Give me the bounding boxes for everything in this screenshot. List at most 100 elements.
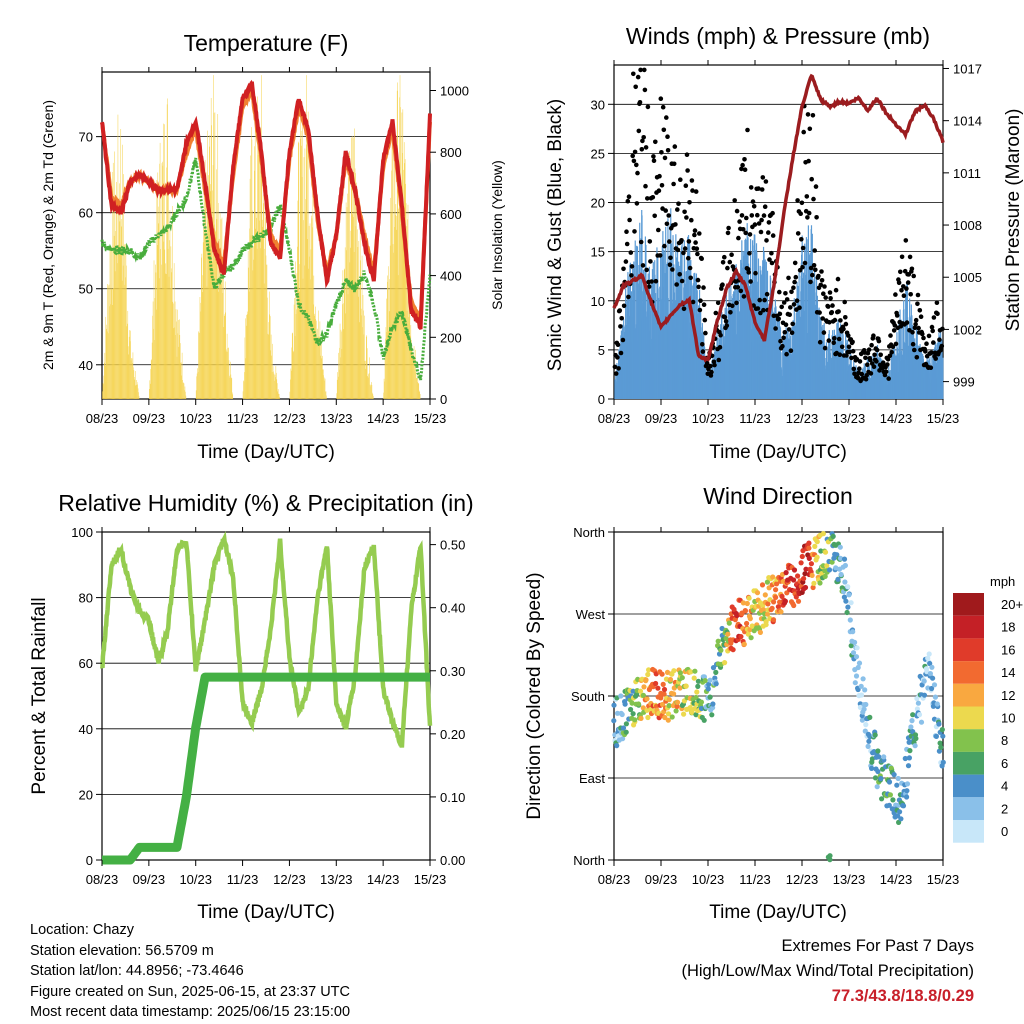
gust-point [842,299,847,305]
gust-point [769,250,774,256]
gust-point [708,363,713,369]
x-tick-label: 10/23 [692,411,725,426]
direction-point [698,705,705,712]
winds-ylabel-left: Sonic Wind & Gust (Blue, Black) [545,99,566,371]
y-tick-label: 5 [598,343,605,358]
direction-point [622,701,628,707]
direction-point [775,604,782,610]
gust-point [740,162,745,168]
gust-point [664,115,669,120]
direction-point [763,619,769,625]
direction-point [701,717,707,723]
direction-point [936,721,942,727]
gust-point [795,231,801,236]
gust-point [620,337,626,343]
gust-point [699,256,704,262]
gust-point [880,360,886,366]
gust-point [688,275,693,281]
direction-point [848,643,854,649]
x-tick-label: 11/23 [739,411,771,426]
gust-point [716,357,722,363]
direction-point [940,733,946,739]
gust-point [788,348,794,354]
gust-point [850,339,855,345]
direction-point [865,743,871,750]
direction-point [837,544,843,550]
direction-point [692,668,698,674]
x-tick-label: 08/23 [86,872,119,887]
legend-label: 2 [1001,801,1008,816]
direction-point [773,594,779,601]
humidity-gridlines [102,531,430,861]
gust-point [634,162,639,168]
direction-point [800,548,806,554]
gust-point [764,238,769,243]
y-tick-label: 40 [79,358,93,373]
direction-point [671,691,677,697]
direction-point [932,694,939,700]
station-info: Location: Chazy Station elevation: 56.57… [30,920,350,1023]
direction-point [867,714,873,721]
gust-point [933,356,938,361]
direction-point [718,647,724,653]
gust-point [616,366,621,371]
gust-point [678,177,683,182]
gust-point [741,294,747,299]
gust-point [667,239,672,244]
gust-point [908,292,913,297]
gust-point [799,237,804,242]
gust-point [770,233,776,238]
gust-point [843,315,848,320]
gust-point [625,198,631,204]
direction-point [806,555,812,562]
direction-point [912,743,918,749]
direction-point [809,572,815,579]
direction-point [640,705,646,711]
temperature-xlabel: Time (Day/UTC) [197,442,335,463]
x-tick-label: 08/23 [598,872,631,887]
direction-point [940,759,946,766]
direction-point [666,697,672,703]
gust-point [913,322,918,327]
direction-point [888,765,894,771]
gust-point [700,349,706,354]
gust-point [831,340,836,346]
gust-point [863,376,869,382]
gust-point [626,294,631,300]
direction-point [791,602,797,609]
gust-point [819,269,824,274]
direction-xlabel: Time (Day/UTC) [709,902,847,923]
y2-tick-label: 1000 [440,84,469,99]
gust-point [672,144,678,149]
gust-point [788,305,793,310]
legend-swatch [953,706,984,730]
gust-point [809,176,814,182]
x-tick-label: 09/23 [133,872,166,887]
gust-point [621,303,627,309]
direction-point [765,601,771,607]
gust-point [663,208,668,213]
direction-point [874,784,880,790]
direction-point [795,598,802,604]
direction-point [862,687,868,693]
direction-point [741,641,747,647]
y2-tick-label: 0.30 [440,664,465,679]
legend-label: 12 [1001,688,1015,703]
gust-point [626,194,632,199]
elevation-text: Station elevation: 56.5709 m [30,942,214,959]
gust-point [924,341,929,347]
temperature-title: Temperature (F) [184,30,349,56]
direction-point [618,693,624,699]
legend-label: 4 [1001,779,1008,794]
gust-point [693,189,699,194]
gust-point [618,350,624,356]
gust-point [874,347,880,353]
gust-point [793,274,799,280]
gust-point [709,369,714,375]
gust-point [727,259,733,265]
direction-tick-label: North [573,853,605,868]
temperature-axes: 40 50 60 70 0 200 400 600 800 1000 08/23 09/23 10/23… [79,67,469,426]
legend-label: 10 [1001,711,1015,726]
gust-point [700,342,705,347]
gust-point [679,278,685,284]
